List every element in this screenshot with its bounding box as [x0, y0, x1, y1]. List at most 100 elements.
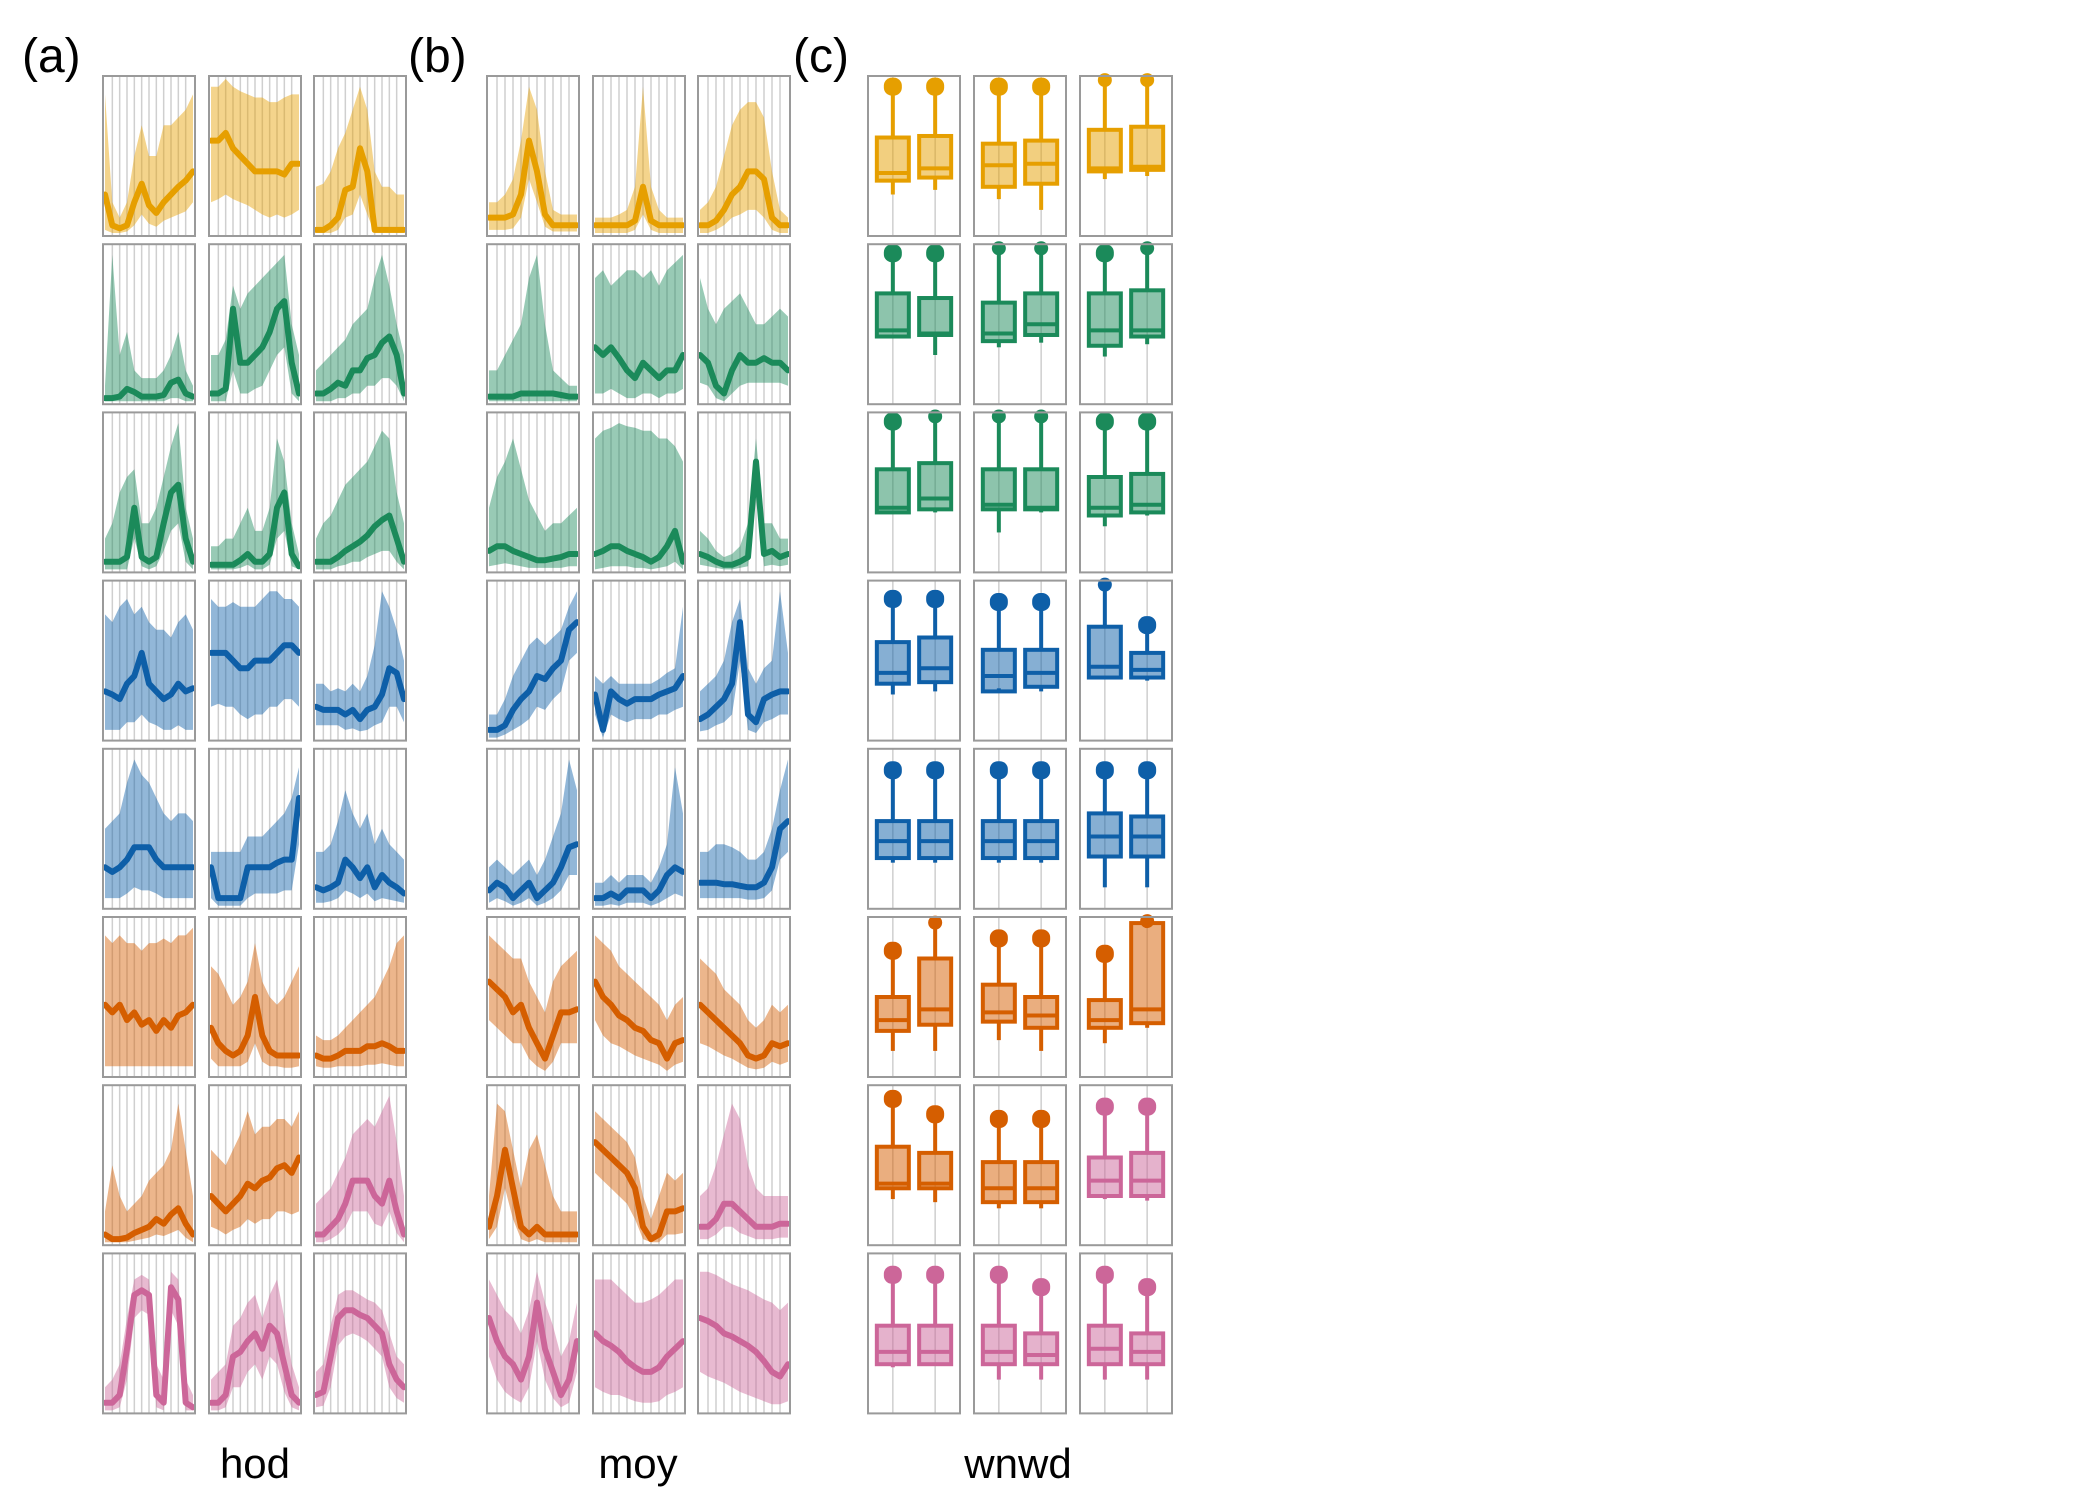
cell-frame [867, 243, 961, 406]
box-weekend [917, 409, 954, 513]
cell-r8-c2 [973, 1252, 1067, 1415]
box-weekend [1129, 1097, 1166, 1201]
median-line [313, 512, 407, 565]
cell-frame [102, 916, 196, 1078]
cell-r7-c3 [1079, 1084, 1173, 1247]
quantile-band [595, 606, 683, 738]
box-weekend [917, 244, 954, 355]
box-weekday [980, 761, 1017, 863]
cell-frame [313, 747, 407, 910]
outlier-cluster [883, 244, 902, 263]
cell-frame [1079, 1084, 1173, 1247]
cell-r1-c2 [973, 75, 1067, 237]
cell-r5-c1 [486, 747, 580, 910]
cell-r7-c1 [486, 1084, 580, 1247]
outlier-cluster [989, 761, 1008, 780]
box-weekend [917, 1265, 954, 1367]
outlier-cluster [883, 1089, 902, 1108]
median-line [486, 390, 580, 400]
cell-r7-c3 [697, 1084, 791, 1247]
median-line [102, 481, 196, 565]
median-line [592, 1139, 686, 1243]
box-weekday [1086, 73, 1123, 180]
outlier-cluster [1032, 761, 1051, 780]
median-line [486, 137, 580, 229]
iqr-box [874, 995, 911, 1033]
cell-frame [592, 411, 686, 574]
cell-frame [1079, 75, 1173, 237]
cell-r2-c3 [313, 243, 407, 406]
cell-r8-c1 [102, 1252, 196, 1415]
cell-frame [867, 1252, 961, 1415]
box-weekend [1023, 929, 1060, 1051]
box-weekday [1086, 244, 1123, 357]
median-line [102, 1001, 196, 1034]
median-line [486, 841, 580, 902]
median-line [102, 844, 196, 875]
quantile-band [595, 423, 683, 570]
iqr-box [980, 1323, 1017, 1367]
median-line [592, 864, 686, 902]
cell-r6-c3 [313, 916, 407, 1078]
cell-r1-c2 [592, 75, 686, 237]
cell-frame [1079, 916, 1173, 1078]
quantile-band [316, 935, 404, 1068]
box-weekend [1129, 241, 1166, 345]
cell-r5-c2 [208, 747, 302, 910]
median-line [208, 489, 302, 570]
quantile-band [211, 79, 299, 218]
median-line [313, 856, 407, 897]
quantile-band [211, 438, 299, 570]
x-axis-label-wnwd: wnwd [963, 1440, 1071, 1487]
median-line [313, 1177, 407, 1238]
cell-r5-c2 [973, 747, 1067, 910]
iqr-box [1023, 1331, 1060, 1367]
outlier-cluster [1032, 593, 1051, 611]
cell-r8-c2 [208, 1252, 302, 1415]
median-line [486, 1146, 580, 1238]
quantile-band [105, 254, 193, 402]
cell-r1-c3 [313, 75, 407, 237]
cell-r8-c3 [1079, 1252, 1173, 1415]
outlier-cluster [1032, 1109, 1051, 1128]
cell-r3-c2 [592, 411, 686, 574]
cell-r3-c1 [486, 411, 580, 574]
cell-r6-c1 [102, 916, 196, 1078]
cell-r2-c1 [486, 243, 580, 406]
box-weekend [1129, 761, 1166, 888]
cell-frame [867, 579, 961, 742]
median-line [313, 333, 407, 397]
cell-r8-c2 [592, 1252, 686, 1415]
outlier-cluster [1138, 761, 1157, 780]
cell-r1-c3 [697, 75, 791, 237]
cell-frame [486, 1084, 580, 1247]
cell-frame [102, 75, 196, 237]
cell-frame [102, 1252, 196, 1415]
cell-r3-c3 [697, 411, 791, 574]
iqr-box [1086, 1155, 1123, 1198]
quantile-band [211, 1279, 299, 1411]
cell-r5-c1 [102, 747, 196, 910]
box-weekend [1023, 1109, 1060, 1209]
iqr-box [980, 647, 1017, 694]
iqr-box [874, 640, 911, 686]
median-line [208, 129, 302, 178]
box-weekend [917, 915, 954, 1051]
median-line [697, 168, 791, 229]
median-line [592, 978, 686, 1062]
cell-frame [208, 1084, 302, 1247]
cell-frame [1079, 747, 1173, 910]
cell-r6-c2 [208, 916, 302, 1078]
cell-frame [867, 747, 961, 910]
cell-frame [697, 1252, 791, 1415]
median-line [697, 1001, 791, 1062]
quantile-band [489, 759, 577, 906]
x-axis-label-moy: moy [598, 1440, 677, 1487]
cell-frame [313, 411, 407, 574]
cell-frame [973, 1252, 1067, 1415]
outlier-cluster [1138, 616, 1157, 635]
quantile-band [595, 935, 683, 1071]
median-line [592, 1330, 686, 1375]
outlier-cluster [926, 1105, 945, 1124]
outlier-cluster [1095, 1265, 1114, 1284]
